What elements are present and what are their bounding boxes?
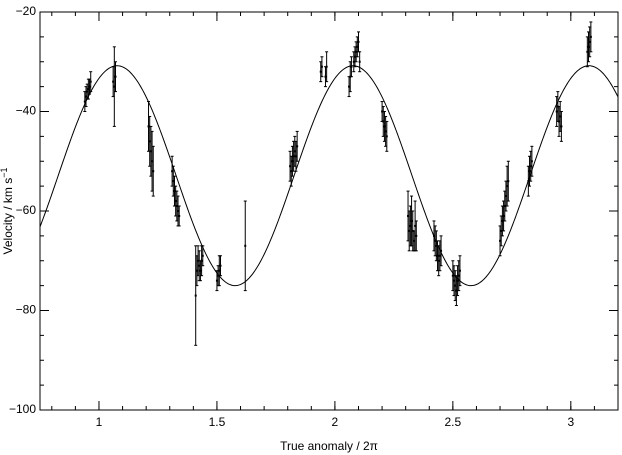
y-axis-title-main: Velocity / km s: [1, 178, 15, 255]
y-tick-label: −100: [9, 402, 36, 416]
x-tick-label: 3: [567, 415, 574, 429]
axis-ticks: [40, 11, 619, 411]
data-point: [113, 61, 117, 93]
data-point: [319, 61, 323, 83]
data-points: [83, 21, 593, 346]
x-tick-label: 1.5: [209, 415, 226, 429]
data-point: [506, 160, 510, 202]
data-point: [323, 66, 327, 88]
y-tick-label: −20: [16, 4, 37, 18]
y-tick-label: −80: [16, 303, 37, 317]
data-point: [439, 235, 443, 267]
plot-frame: [39, 11, 619, 411]
x-tick-label: 1: [96, 415, 103, 429]
y-axis-title: Velocity / km s−1: [0, 168, 15, 255]
data-point: [320, 56, 324, 78]
x-axis-title: True anomaly / 2π: [280, 439, 378, 453]
data-point: [349, 56, 353, 78]
data-point: [559, 111, 563, 142]
data-point: [177, 205, 181, 227]
tick-labels: 1 1.5 2 2.5 3 −100 −80 −60 −40 −20: [9, 4, 575, 429]
y-tick-label: −40: [16, 104, 37, 118]
data-point: [325, 51, 329, 83]
data-point: [295, 130, 299, 162]
y-axis-title-superscript: −1: [0, 168, 9, 178]
data-point: [112, 46, 116, 127]
data-point: [589, 21, 593, 53]
data-point: [414, 220, 418, 252]
x-tick-label: 2: [332, 415, 339, 429]
y-tick-label: −60: [16, 203, 37, 217]
data-point: [151, 145, 155, 197]
data-point: [243, 200, 247, 292]
model-curve: [39, 65, 619, 287]
data-point: [358, 51, 362, 73]
data-point: [385, 120, 389, 152]
data-point: [354, 41, 358, 63]
x-tick-label: 2.5: [445, 415, 462, 429]
